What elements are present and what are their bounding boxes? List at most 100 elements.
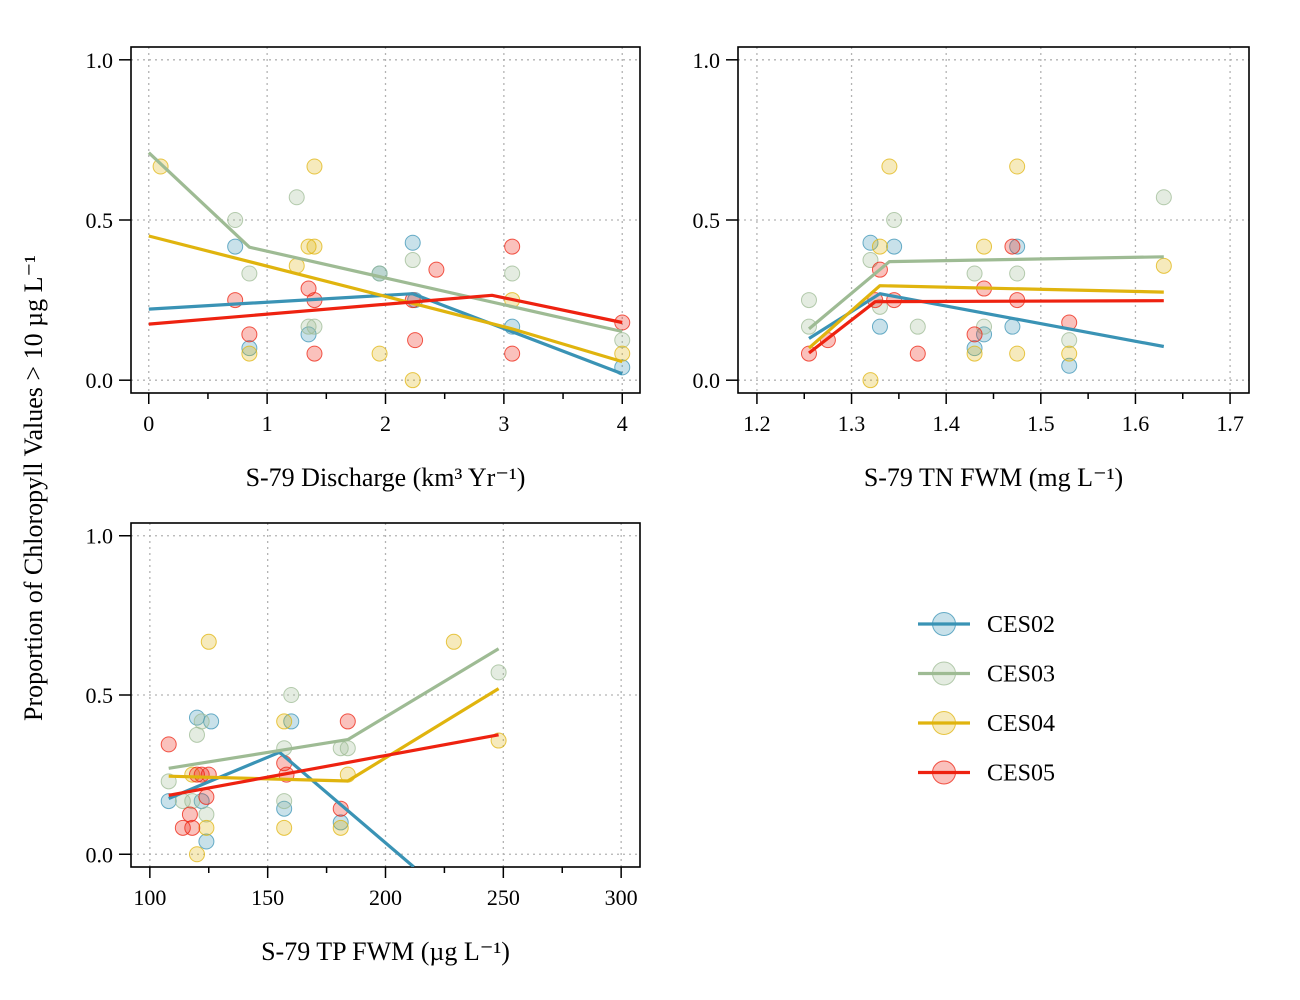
- data-point: [371, 345, 388, 362]
- data-point: [283, 687, 300, 703]
- x-tick-label: 4: [617, 411, 628, 436]
- data-point: [407, 332, 424, 349]
- x-tick-label: 2: [380, 411, 391, 436]
- data-point: [871, 238, 888, 255]
- x-tick-label: 1.2: [743, 411, 771, 436]
- data-point: [614, 332, 631, 349]
- data-point: [1009, 158, 1026, 175]
- chart-panels: 0 1 2 3 4 0.0 0.5 1.0 S-79 Discharge (km³ Yr⁻¹) 1…: [86, 46, 1250, 966]
- data-point: [198, 833, 215, 850]
- data-point: [966, 326, 983, 343]
- data-point: [862, 372, 879, 389]
- data-point: [800, 292, 817, 309]
- data-point: [227, 212, 244, 228]
- data-point: [288, 189, 305, 206]
- chart-panel: 100 150 200 250 300 0.0 0.5 1.0 S-79 TP FWM (µg …: [86, 522, 641, 966]
- y-tick-label: 0.0: [86, 368, 114, 393]
- chart-panel: 1.2 1.3 1.4 1.5 1.6 1.7 0.0 0.5 1.0 S-79 TN FWM (…: [693, 46, 1250, 492]
- data-point: [504, 345, 521, 362]
- data-point: [404, 372, 421, 389]
- data-point: [174, 819, 191, 836]
- x-tick-label: 1.6: [1122, 411, 1150, 436]
- x-tick-label: 1.5: [1027, 411, 1055, 436]
- data-point: [800, 318, 817, 335]
- data-point: [428, 261, 445, 278]
- data-point: [909, 345, 926, 362]
- x-tick-label: 300: [605, 885, 638, 910]
- data-point: [1004, 238, 1021, 255]
- data-point: [160, 736, 177, 753]
- fit-line: [168, 750, 415, 867]
- data-point: [1004, 318, 1021, 335]
- data-point: [241, 265, 258, 282]
- data-point: [445, 633, 462, 650]
- data-point: [1155, 257, 1172, 274]
- y-tick-label: 0.5: [86, 208, 114, 233]
- data-point: [332, 800, 349, 817]
- data-point: [200, 633, 217, 650]
- x-tick-label: 250: [487, 885, 520, 910]
- data-point: [241, 340, 258, 357]
- data-point: [332, 819, 349, 836]
- data-point: [184, 819, 201, 836]
- data-point: [966, 265, 983, 282]
- data-point: [300, 318, 317, 335]
- data-point: [339, 740, 356, 757]
- data-point: [306, 158, 323, 175]
- fit-line: [807, 255, 1164, 331]
- fit-line: [147, 151, 623, 334]
- data-point: [881, 158, 898, 175]
- data-point: [306, 238, 323, 255]
- data-point: [300, 238, 317, 255]
- data-point: [184, 793, 201, 810]
- chart-panel: 0 1 2 3 4 0.0 0.5 1.0 S-79 Discharge (km³ Yr⁻¹): [86, 46, 641, 492]
- legend-marker: [932, 661, 956, 686]
- data-point: [490, 664, 507, 681]
- data-point: [862, 234, 879, 251]
- data-point: [339, 713, 356, 730]
- legend-marker: [932, 612, 956, 636]
- data-point: [404, 252, 421, 269]
- data-layer: [160, 633, 507, 867]
- legend-item: CES04: [918, 711, 1055, 737]
- fit-line: [148, 234, 623, 364]
- fit-line: [168, 647, 500, 770]
- data-point: [1155, 189, 1172, 206]
- data-point: [198, 788, 215, 805]
- data-point: [188, 726, 205, 743]
- fit-line: [807, 284, 1164, 350]
- x-tick-label: 150: [251, 885, 284, 910]
- legend: CES02 CES03 CES04 CES05: [918, 612, 1055, 787]
- legend-label: CES03: [987, 662, 1055, 688]
- fit-line: [148, 292, 623, 376]
- data-point: [862, 252, 879, 269]
- legend-item: CES02: [918, 612, 1055, 638]
- legend-label: CES02: [987, 612, 1055, 638]
- data-point: [1061, 332, 1078, 349]
- data-point: [1061, 345, 1078, 362]
- legend-marker: [932, 711, 956, 735]
- data-point: [276, 819, 293, 836]
- data-point: [198, 819, 215, 836]
- x-tick-label: 0: [143, 411, 154, 436]
- data-point: [181, 806, 198, 823]
- data-point: [886, 212, 903, 228]
- x-tick-label: 1.7: [1216, 411, 1244, 436]
- data-point: [276, 713, 293, 730]
- data-point: [241, 345, 258, 362]
- data-point: [1009, 265, 1026, 282]
- legend-label: CES05: [987, 761, 1055, 787]
- y-tick-label: 0.5: [86, 683, 114, 708]
- fit-line: [808, 292, 1165, 349]
- data-point: [241, 326, 258, 343]
- y-tick-label: 0.5: [693, 208, 721, 233]
- data-point: [152, 158, 169, 175]
- x-tick-label: 100: [133, 885, 166, 910]
- x-axis-title: S-79 TP FWM (µg L⁻¹): [261, 937, 510, 966]
- data-point: [1061, 357, 1078, 374]
- y-tick-label: 1.0: [693, 48, 721, 73]
- data-point: [227, 238, 244, 255]
- x-tick-label: 200: [369, 885, 402, 910]
- data-point: [976, 238, 993, 255]
